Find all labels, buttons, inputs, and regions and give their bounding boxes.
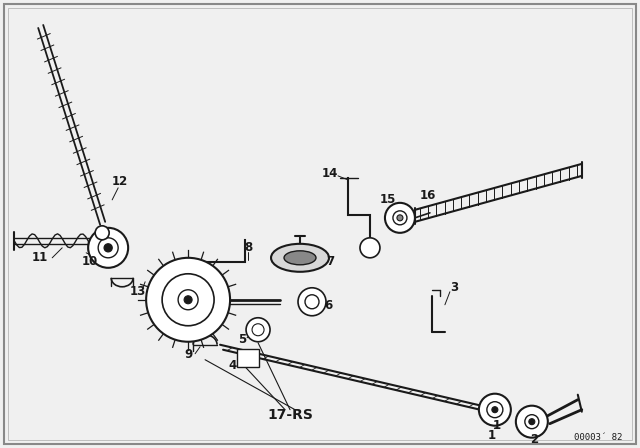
Text: 16: 16: [420, 190, 436, 202]
Circle shape: [492, 407, 498, 413]
Text: 1: 1: [493, 419, 501, 432]
Text: 8: 8: [244, 241, 252, 254]
Text: 10: 10: [82, 255, 99, 268]
Circle shape: [529, 419, 535, 425]
Text: 3: 3: [450, 281, 458, 294]
Circle shape: [298, 288, 326, 316]
Circle shape: [95, 226, 109, 240]
Text: 17-RS: 17-RS: [267, 408, 313, 422]
Circle shape: [516, 406, 548, 438]
Circle shape: [385, 203, 415, 233]
Text: 6: 6: [324, 299, 332, 312]
Text: 5: 5: [238, 333, 246, 346]
Text: 4: 4: [228, 359, 236, 372]
Ellipse shape: [284, 251, 316, 265]
Circle shape: [525, 415, 539, 429]
Circle shape: [252, 324, 264, 336]
Circle shape: [393, 211, 407, 225]
Ellipse shape: [271, 244, 329, 272]
Circle shape: [305, 295, 319, 309]
Text: 7: 7: [326, 255, 334, 268]
Text: 2: 2: [530, 433, 538, 446]
Circle shape: [397, 215, 403, 221]
Circle shape: [479, 394, 511, 426]
Text: 9: 9: [184, 348, 192, 361]
Circle shape: [146, 258, 230, 342]
Circle shape: [162, 274, 214, 326]
Text: 13: 13: [130, 285, 147, 298]
Circle shape: [360, 238, 380, 258]
Text: 14: 14: [322, 168, 338, 181]
Text: 00003´ 82: 00003´ 82: [573, 433, 622, 442]
Text: 1: 1: [488, 429, 496, 442]
Circle shape: [246, 318, 270, 342]
Text: 12: 12: [112, 175, 128, 188]
Circle shape: [184, 296, 192, 304]
Circle shape: [487, 402, 503, 418]
Circle shape: [104, 244, 112, 252]
Circle shape: [178, 290, 198, 310]
Circle shape: [88, 228, 128, 268]
Text: 15: 15: [380, 194, 396, 207]
Text: 11: 11: [32, 251, 49, 264]
Circle shape: [98, 238, 118, 258]
FancyBboxPatch shape: [237, 349, 259, 367]
